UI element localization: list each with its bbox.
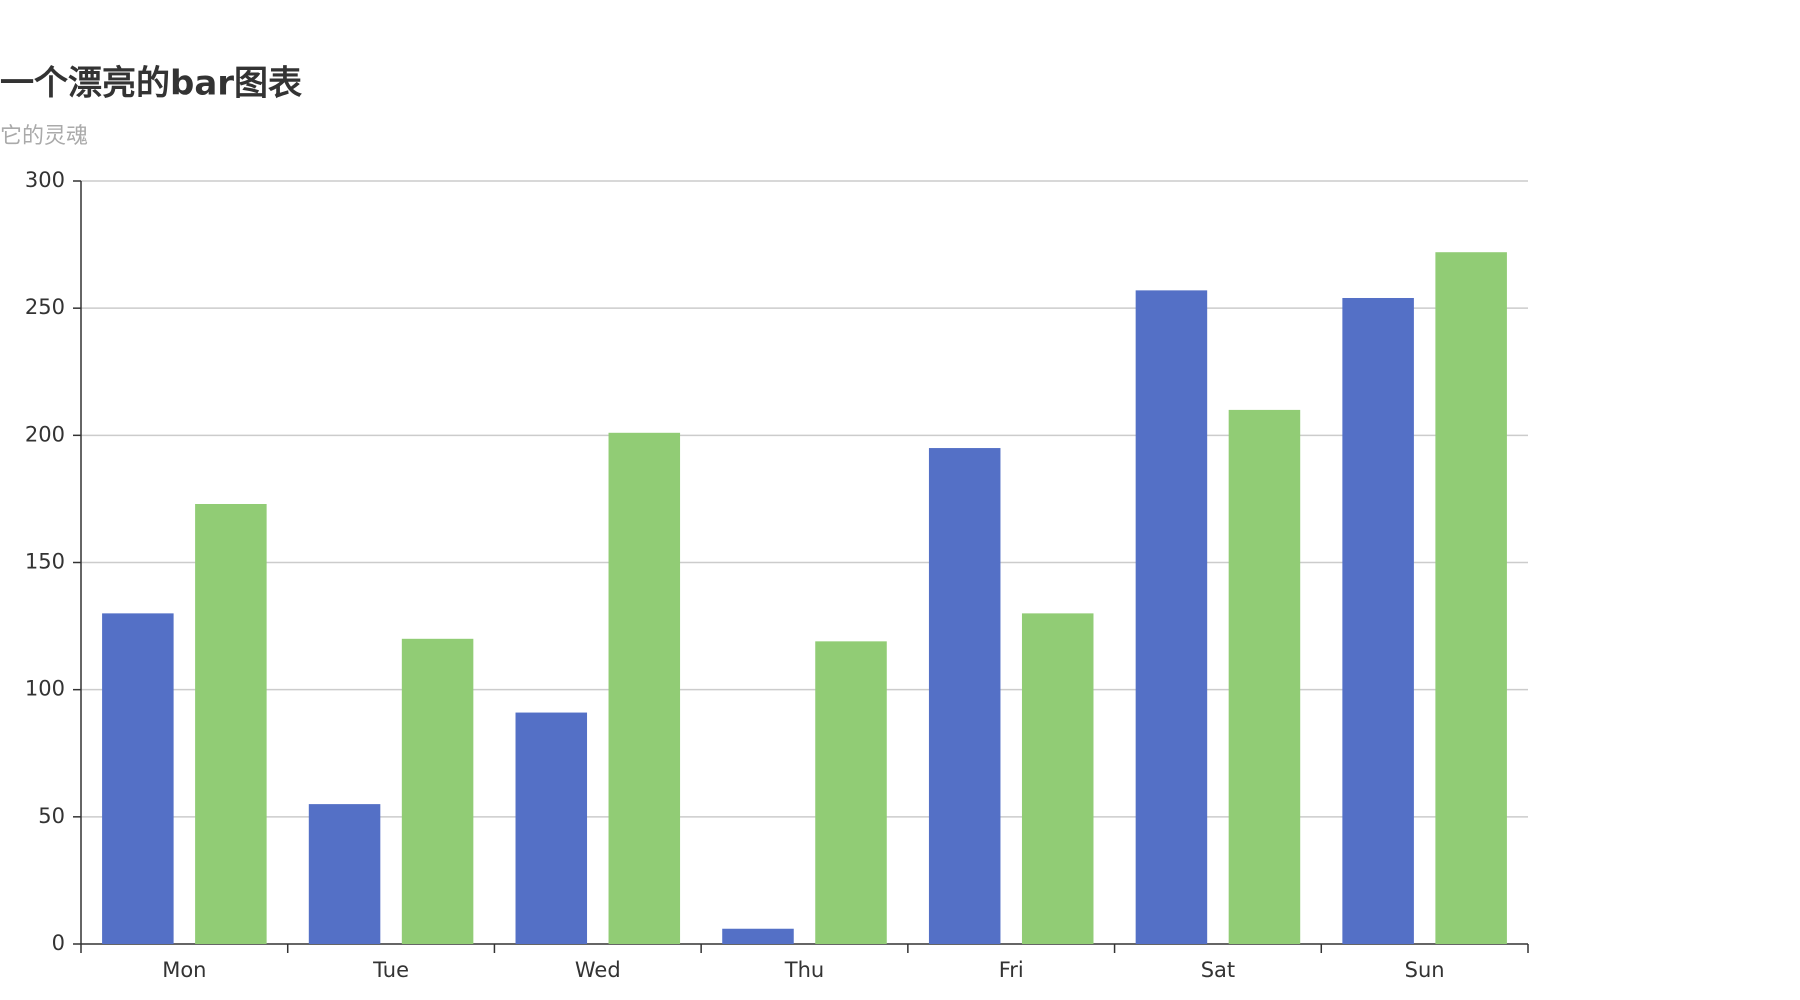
- x-tick-label: Tue: [372, 958, 409, 982]
- bar: [1342, 297, 1414, 944]
- bar: [401, 638, 474, 944]
- x-tick-label: Mon: [162, 958, 206, 982]
- bar: [928, 448, 1001, 944]
- y-tick-label: 300: [25, 168, 65, 192]
- bar: [308, 804, 381, 944]
- y-tick-label: 200: [25, 422, 65, 446]
- x-tick-label: Fri: [999, 958, 1024, 982]
- bar: [195, 504, 267, 944]
- y-tick-label: 0: [52, 931, 65, 955]
- bar: [1435, 252, 1507, 945]
- y-tick-label: 150: [25, 550, 65, 574]
- bar: [1228, 409, 1301, 944]
- bar: [722, 928, 794, 944]
- y-tick-label: 50: [38, 804, 65, 828]
- bar: [1021, 613, 1094, 944]
- chart-title: 一个漂亮的bar图表: [0, 64, 302, 104]
- bar: [1135, 290, 1208, 944]
- x-tick-label: Thu: [784, 958, 824, 982]
- x-tick-label: Sat: [1201, 958, 1235, 982]
- y-tick-label: 100: [25, 677, 65, 701]
- bar: [102, 613, 174, 944]
- bar: [515, 712, 588, 944]
- x-tick-label: Wed: [575, 958, 621, 982]
- bar: [608, 432, 681, 944]
- bar: [815, 641, 887, 944]
- chart-subtitle: 它的灵魂: [0, 124, 88, 149]
- y-tick-label: 250: [25, 295, 65, 319]
- x-tick-label: Sun: [1405, 958, 1445, 982]
